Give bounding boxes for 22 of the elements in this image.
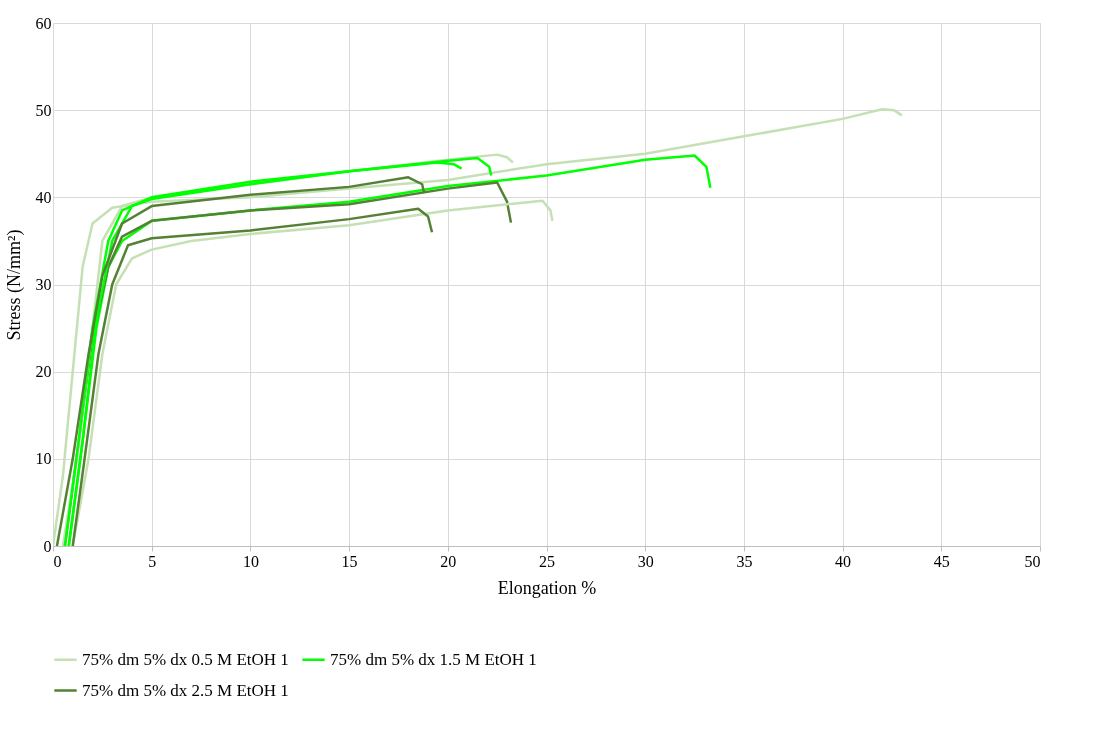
- x-tick-label: 5: [148, 552, 157, 570]
- x-tick-label: 40: [835, 552, 852, 570]
- x-axis-title: Elongation %: [497, 577, 597, 598]
- x-tick-label: 25: [539, 552, 555, 570]
- legend-label: 75% dm 5% dx 2.5 M EtOH 1: [82, 680, 289, 700]
- x-tick-label: 15: [341, 552, 358, 570]
- y-tick-label: 30: [35, 276, 52, 293]
- x-tick-label: 20: [440, 552, 457, 570]
- x-tick-label: 30: [637, 552, 654, 570]
- y-tick-label: 20: [35, 363, 52, 381]
- y-tick-label: 50: [35, 101, 52, 119]
- y-tick-label: 40: [35, 188, 52, 206]
- x-tick-label: 50: [1024, 552, 1041, 570]
- y-axis-title: Stress (N/mm²): [3, 229, 25, 341]
- y-tick-label: 0: [43, 537, 52, 555]
- legend-label: 75% dm 5% dx 0.5 M EtOH 1: [82, 649, 289, 669]
- y-tick-label: 60: [35, 14, 52, 32]
- y-tick-label: 10: [35, 450, 52, 468]
- x-tick-label: 45: [933, 552, 950, 570]
- legend-label: 75% dm 5% dx 1.5 M EtOH 1: [330, 649, 537, 669]
- x-tick-label: 35: [736, 552, 753, 570]
- x-tick-label: 10: [242, 552, 259, 570]
